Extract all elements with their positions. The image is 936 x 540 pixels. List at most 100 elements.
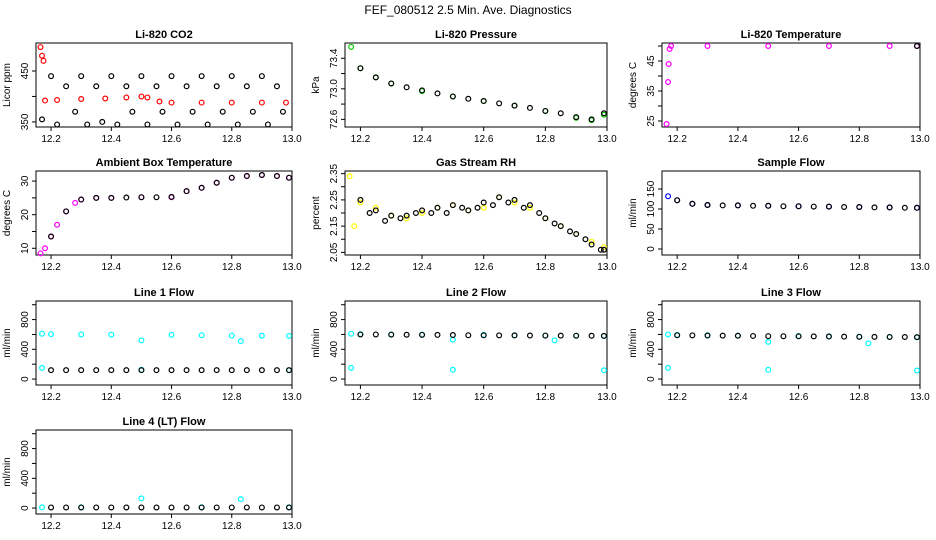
data-point: [138, 93, 145, 100]
data-point: [403, 331, 410, 338]
y-tick-label: 25: [646, 115, 657, 127]
data-point: [913, 42, 920, 49]
x-tick-label: 12.4: [102, 134, 122, 145]
x-tick-label: 12.6: [474, 134, 494, 145]
y-tick-label: 0: [646, 376, 657, 382]
data-point: [168, 99, 175, 106]
data-point: [428, 210, 435, 217]
data-point: [474, 204, 481, 211]
panel-title: Line 2 Flow: [446, 287, 506, 299]
data-point: [551, 220, 558, 227]
data-point: [168, 367, 175, 374]
panel-title: Li-820 Temperature: [741, 29, 842, 41]
panel-title: Line 4 (LT) Flow: [123, 416, 206, 428]
data-point: [168, 73, 175, 80]
data-point: [480, 98, 487, 105]
data-point: [388, 80, 395, 87]
y-tick-label: 800: [20, 311, 31, 328]
data-point: [54, 121, 61, 128]
data-point: [449, 93, 456, 100]
data-point: [48, 331, 55, 338]
plot-frame: [344, 170, 608, 256]
data-point: [48, 367, 55, 374]
x-tick-label: 12.6: [789, 134, 809, 145]
x-tick-label: 12.6: [162, 262, 182, 273]
x-tick-label: 13.0: [282, 521, 302, 532]
x-tick-label: 12.2: [41, 392, 61, 403]
data-point: [93, 83, 100, 90]
data-point: [388, 212, 395, 219]
x-tick-label: 12.2: [351, 392, 371, 403]
data-point: [665, 60, 672, 67]
data-point: [63, 504, 70, 511]
chart-panel: Li-820 Temperature degrees C 12.2 12.4 12.6 1…: [628, 29, 930, 145]
x-tick-label: 12.4: [728, 134, 748, 145]
data-point: [526, 104, 533, 111]
data-point: [901, 204, 908, 211]
data-point: [388, 331, 395, 338]
data-point: [434, 204, 441, 211]
data-point: [449, 202, 456, 209]
data-point: [39, 52, 46, 59]
data-point: [825, 42, 832, 49]
y-tick-label: 800: [20, 440, 31, 457]
data-point: [198, 99, 205, 106]
plot-frame: [35, 42, 293, 128]
data-point: [228, 332, 235, 339]
data-point: [511, 196, 518, 203]
data-point: [123, 194, 130, 201]
data-point: [138, 337, 145, 344]
x-tick-label: 12.6: [162, 134, 182, 145]
data-point: [258, 504, 265, 511]
y-tick-label: 2.05: [329, 242, 340, 262]
x-tick-label: 13.0: [282, 392, 302, 403]
data-point: [496, 194, 503, 201]
data-point: [567, 228, 574, 235]
data-point: [886, 333, 893, 340]
x-tick-label: 12.2: [351, 134, 371, 145]
data-point: [198, 73, 205, 80]
data-point: [63, 83, 70, 90]
data-point: [138, 495, 145, 502]
data-point: [168, 193, 175, 200]
data-point: [273, 367, 280, 374]
data-point: [258, 99, 265, 106]
y-tick-label: 450: [20, 62, 31, 79]
data-point: [273, 504, 280, 511]
x-tick-label: 12.4: [102, 262, 122, 273]
data-point: [459, 204, 466, 211]
figure-title: FEF_080512 2.5 Min. Ave. Diagnostics: [364, 3, 571, 17]
chart-panel: Line 1 Flow ml/min 12.2 12.4 12.6 12.8 13.0 0 40…: [2, 287, 302, 403]
y-axis-label: ml/min: [628, 328, 639, 357]
data-point: [108, 504, 115, 511]
data-point: [78, 73, 85, 80]
y-tick-label: 45: [646, 55, 657, 67]
panel-title: Line 3 Flow: [761, 287, 821, 299]
data-point: [780, 333, 787, 340]
data-point: [403, 84, 410, 91]
data-point: [382, 217, 389, 224]
data-point: [511, 332, 518, 339]
data-point: [243, 173, 250, 180]
data-point: [372, 74, 379, 81]
data-point: [366, 210, 373, 217]
data-point: [213, 367, 220, 374]
y-tick-label: 20: [20, 209, 31, 221]
x-tick-label: 13.0: [597, 134, 617, 145]
panel-title: Ambient Box Temperature: [96, 157, 233, 169]
data-point: [99, 118, 106, 125]
data-point: [138, 73, 145, 80]
data-point: [719, 202, 726, 209]
data-point: [357, 196, 364, 203]
x-tick-label: 12.4: [412, 262, 432, 273]
data-point: [63, 367, 70, 374]
data-point: [666, 45, 673, 52]
plot-frame: [35, 300, 293, 386]
x-tick-label: 13.0: [910, 262, 930, 273]
data-point: [198, 332, 205, 339]
data-point: [551, 337, 558, 344]
y-axis-label: kPa: [311, 76, 322, 94]
data-point: [372, 207, 379, 214]
data-point: [39, 116, 46, 123]
data-point: [901, 334, 908, 341]
